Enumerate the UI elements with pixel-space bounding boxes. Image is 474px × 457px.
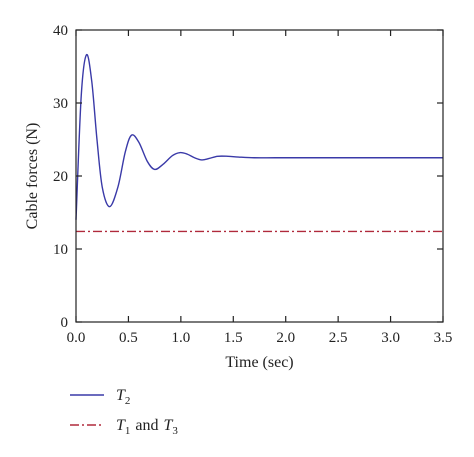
x-tick-label: 1.0	[171, 330, 190, 346]
legend-and-text: and	[135, 417, 158, 434]
y-tick-label: 30	[53, 96, 68, 112]
legend-t1-subscript: 1	[125, 425, 131, 437]
legend-label-t2: T2	[116, 387, 130, 407]
x-tick-label: 2.5	[329, 330, 348, 346]
y-axis-title: Cable forces (N)	[24, 123, 41, 230]
legend-t3-subscript: 3	[172, 425, 178, 437]
x-axis-title: Time (sec)	[225, 354, 293, 371]
legend: T2 T1 and T3	[70, 387, 178, 437]
legend-t2-symbol: T	[116, 387, 126, 404]
legend-t3-symbol: T	[164, 417, 174, 434]
legend-t2-subscript: 2	[125, 395, 131, 407]
tick-labels-layer: 0.0 0.5 1.0 1.5 2.0 2.5 3.0 3.5 0 10 20 30 40	[53, 23, 452, 346]
x-tick-label: 2.0	[276, 330, 295, 346]
y-tick-label: 10	[53, 242, 68, 258]
x-tick-label: 3.5	[434, 330, 453, 346]
x-tick-label: 1.5	[224, 330, 243, 346]
series-line-t2	[75, 53, 443, 220]
y-tick-label: 20	[53, 169, 68, 185]
legend-label-t1-t3: T1 and T3	[116, 417, 178, 437]
x-tick-label: 0.5	[119, 330, 138, 346]
x-tick-label: 0.0	[67, 330, 86, 346]
series-layer	[75, 53, 443, 233]
y-tick-label: 0	[61, 315, 69, 331]
y-tick-label: 40	[53, 23, 68, 39]
legend-t1-symbol: T	[116, 417, 126, 434]
ticks-layer	[75, 29, 444, 323]
x-tick-label: 3.0	[381, 330, 400, 346]
